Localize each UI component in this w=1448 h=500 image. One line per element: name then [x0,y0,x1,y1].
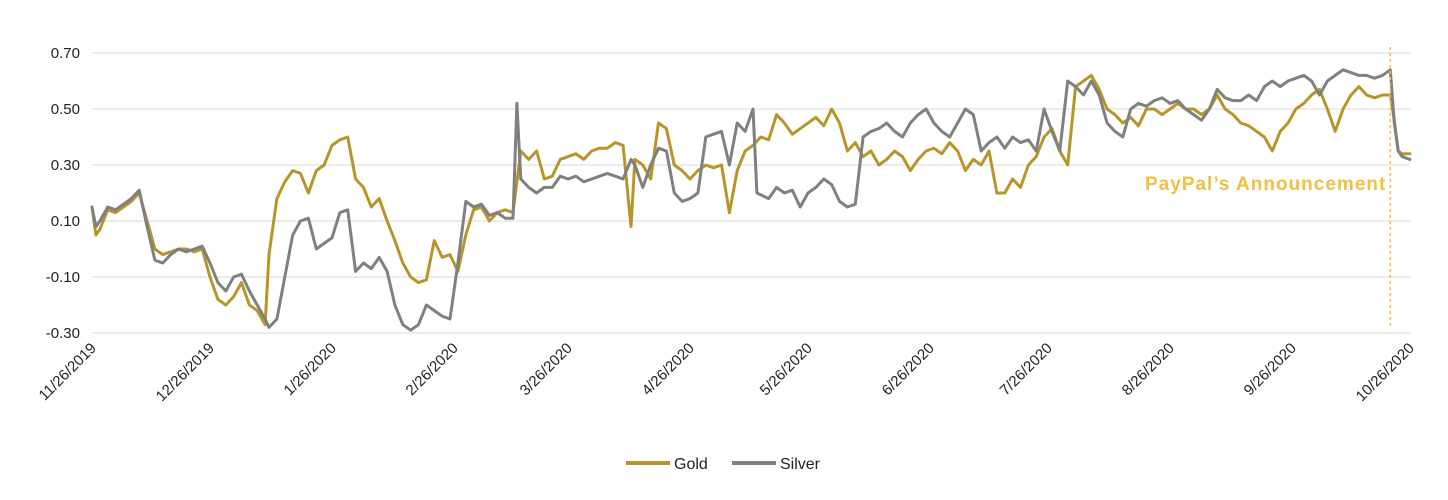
legend-label-gold: Gold [674,456,708,473]
x-tick-label: 11/26/2019 [36,340,100,404]
x-tick-label: 4/26/2020 [639,340,698,399]
legend: Gold Silver [626,456,821,473]
x-tick-label: 6/26/2020 [879,340,938,399]
x-tick-label: 3/26/2020 [517,340,576,399]
x-tick-label: 9/26/2020 [1241,340,1300,399]
legend-label-silver: Silver [780,456,821,473]
series-line-gold [90,73,1412,327]
y-tick-label: 0.50 [51,101,80,118]
x-axis-ticks: 11/26/2019 12/26/2019 1/26/2020 2/26/2020 3/… [36,340,1418,405]
x-tick-label: 5/26/2020 [757,340,816,399]
x-tick-label: 1/26/2020 [281,340,340,399]
x-tick-label: 7/26/2020 [997,340,1056,399]
y-tick-label: 0.30 [51,157,80,174]
series-line-silver [90,68,1412,332]
x-tick-label: 2/26/2020 [403,340,462,399]
y-axis-ticks: -0.30 -0.10 0.10 0.30 0.50 0.70 [46,45,80,342]
announcement-label: PayPal’s Announcement [1145,174,1386,195]
annotation: PayPal’s Announcement [1145,47,1392,326]
y-tick-label: -0.30 [46,325,80,342]
x-tick-label: 12/26/2019 [153,340,218,405]
y-tick-label: -0.10 [46,269,80,286]
x-tick-label: 10/26/2020 [1353,340,1418,405]
series-lines [90,68,1412,332]
y-tick-label: 0.10 [51,213,80,230]
gridlines [92,52,1410,334]
x-tick-label: 8/26/2020 [1119,340,1178,399]
y-tick-label: 0.70 [51,45,80,62]
legend-item-silver: Silver [732,456,821,473]
legend-item-gold: Gold [626,456,708,473]
